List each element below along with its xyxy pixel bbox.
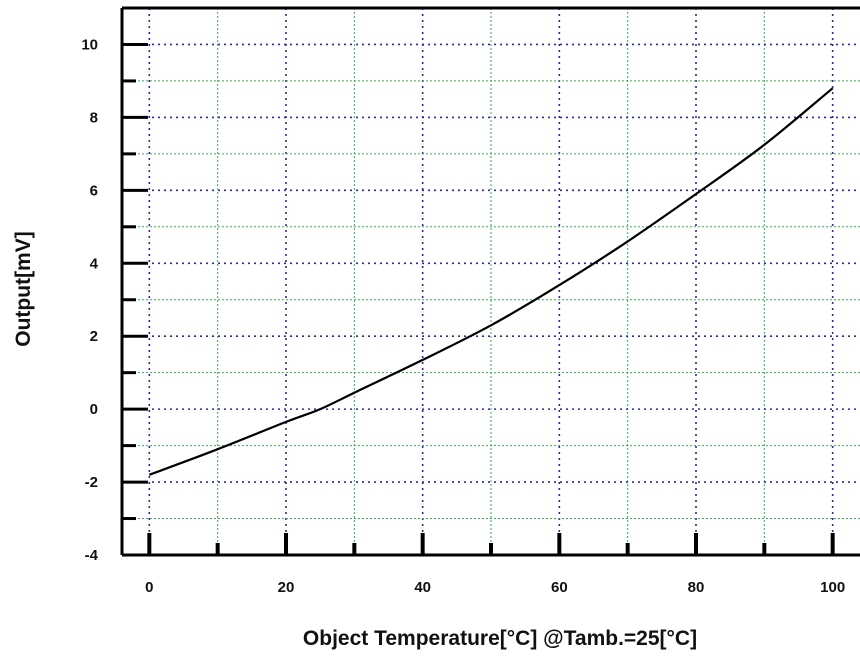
y-tick-label: 2 [90,328,98,345]
y-tick-label: 0 [90,401,98,418]
y-tick-label: 10 [81,36,98,53]
series-group [148,87,834,476]
x-tick-label: 80 [688,579,705,596]
y-tick-label: -2 [85,474,98,491]
y-tick-label: 6 [90,182,98,199]
x-axis-title: Object Temperature[°C] @Tamb.=25[°C] [303,627,697,650]
y-axis-title: Output[mV] [12,231,35,346]
x-tick-label: 100 [820,579,845,596]
x-tick-label: 60 [551,579,568,596]
x-tick-label: 0 [145,579,153,596]
x-tick-label: 20 [278,579,295,596]
y-tick-label: 4 [90,255,99,272]
x-tick-label: 40 [414,579,431,596]
y-tick-label: 8 [90,109,98,126]
series-line-0 [148,87,834,476]
y-tick-label: -4 [85,547,99,564]
grid [122,8,860,555]
